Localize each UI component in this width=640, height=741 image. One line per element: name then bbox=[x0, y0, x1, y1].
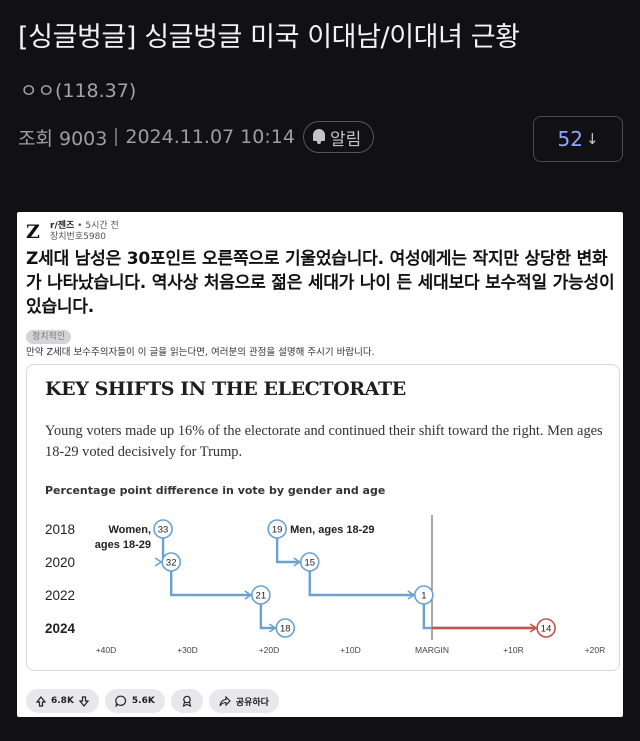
embed-user: 장치번호5980 bbox=[50, 232, 107, 242]
comment-count-button[interactable]: 52 ↓ bbox=[533, 116, 623, 162]
chart-ylabel: Percentage point difference in vote by g… bbox=[45, 484, 386, 497]
comment-icon bbox=[115, 695, 127, 707]
comments-button[interactable]: 5.6K bbox=[104, 689, 165, 713]
series-annotation: Women, bbox=[108, 524, 151, 536]
downvote-icon[interactable] bbox=[78, 695, 89, 707]
series-annotation: Men, ages 18-29 bbox=[290, 524, 374, 536]
chart-title: KEY SHIFTS IN THE ELECTORATE bbox=[45, 378, 406, 400]
comment-count: 52 bbox=[557, 127, 583, 151]
meta-divider bbox=[115, 128, 118, 146]
chart-subtitle: Young voters made up 16% of the electora… bbox=[45, 423, 603, 460]
data-label: 15 bbox=[304, 558, 315, 569]
series-arrowhead bbox=[268, 623, 277, 633]
alarm-button[interactable]: 알림 bbox=[302, 121, 375, 153]
share-icon bbox=[219, 695, 231, 706]
community-logo: Z bbox=[26, 221, 40, 243]
upvote-icon[interactable] bbox=[36, 695, 46, 707]
embed-body: Z세대 남성은 30포인트 오른쪽으로 기울었습니다. 여성에게는 작지만 상당… bbox=[26, 249, 615, 317]
post-meta: 조회 9003 2024.11.07 10:14 알림 bbox=[18, 120, 375, 154]
series-arrowhead bbox=[407, 590, 416, 600]
data-label: 33 bbox=[158, 525, 169, 536]
series-arrowhead bbox=[529, 623, 538, 633]
x-tick-label: +30D bbox=[177, 645, 198, 655]
award-icon bbox=[182, 695, 192, 707]
data-label: 1 bbox=[421, 591, 426, 602]
data-label: 19 bbox=[272, 525, 283, 536]
bell-icon bbox=[312, 129, 326, 145]
series-arrowhead bbox=[293, 557, 302, 567]
y-tick-label: 2020 bbox=[45, 555, 75, 570]
post-title: [싱글벙글] 싱글벙글 미국 이대남/이대녀 근황 bbox=[18, 22, 520, 53]
data-point bbox=[267, 519, 287, 539]
share-button[interactable]: 공유하다 bbox=[208, 689, 279, 713]
data-point bbox=[153, 519, 173, 539]
embed-header: Z r/젠즈 • 5시간 전 장치번호5980 bbox=[26, 221, 119, 243]
data-label: 18 bbox=[280, 624, 291, 635]
data-label: 21 bbox=[256, 591, 267, 602]
series-arrowhead bbox=[154, 557, 163, 567]
data-label: 14 bbox=[541, 624, 552, 635]
y-tick-label: 2024 bbox=[45, 621, 76, 636]
data-point bbox=[251, 585, 271, 605]
award-button[interactable] bbox=[170, 689, 203, 713]
series-annotation: ages 18-29 bbox=[95, 539, 151, 551]
embed-meta: r/젠즈 • 5시간 전 장치번호5980 bbox=[50, 221, 119, 243]
flair-badge: 정치적인 bbox=[26, 330, 72, 344]
vote-button[interactable]: 6.8K bbox=[26, 689, 99, 713]
chart-card: KEY SHIFTS IN THE ELECTORATE Young voter… bbox=[26, 364, 620, 671]
x-tick-label: +20R bbox=[585, 645, 606, 655]
post-author[interactable]: ㅇㅇ(118.37) bbox=[20, 80, 137, 102]
series-step-line bbox=[308, 562, 424, 597]
x-tick-label: +40D bbox=[96, 645, 117, 655]
data-point bbox=[161, 552, 181, 572]
x-tick-label: +10D bbox=[340, 645, 361, 655]
x-tick-label: MARGIN bbox=[415, 645, 449, 655]
y-tick-label: 2022 bbox=[45, 588, 75, 603]
series-step-line bbox=[170, 562, 261, 597]
data-label: 32 bbox=[166, 558, 177, 569]
data-point bbox=[299, 552, 320, 572]
chart-plot: 2018 2020 2022 2024 +40D +30D +20D +10D MARGIN +1… bbox=[45, 515, 606, 655]
community-name: r/젠즈 bbox=[50, 221, 75, 231]
post-timestamp: 2024.11.07 10:14 bbox=[125, 126, 295, 148]
x-tick-label: +10R bbox=[503, 645, 524, 655]
flair-note: 만약 Z세대 보수주의자들이 이 글을 읽는다면, 여러분의 관점을 설명해 주… bbox=[26, 347, 375, 358]
alarm-label: 알림 bbox=[329, 129, 362, 150]
embed-time: • 5시간 전 bbox=[77, 221, 119, 231]
data-point bbox=[414, 585, 434, 605]
data-point bbox=[536, 618, 556, 638]
upvote-count: 6.8K bbox=[51, 696, 74, 706]
comment-count-embed: 5.6K bbox=[131, 696, 155, 706]
x-tick-label: +20D bbox=[259, 645, 280, 655]
series-arrowhead bbox=[244, 590, 253, 600]
arrow-down-icon: ↓ bbox=[585, 130, 599, 148]
series-step-line bbox=[422, 595, 547, 630]
y-tick-label: 2018 bbox=[45, 522, 75, 537]
share-label: 공유하다 bbox=[235, 697, 269, 708]
embedded-screenshot: Z r/젠즈 • 5시간 전 장치번호5980 Z세대 남성은 30포인트 오른… bbox=[17, 212, 623, 717]
view-count: 조회 9003 bbox=[18, 127, 108, 150]
action-bar: 6.8K 5.6K 공유하다 bbox=[26, 689, 279, 713]
data-point bbox=[275, 618, 296, 638]
